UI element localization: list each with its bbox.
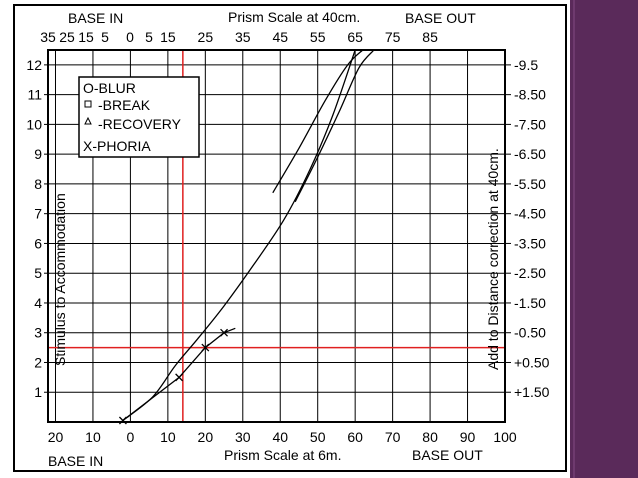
top-tick-label: 65 [347,29,363,45]
bottom-tick-label: 50 [310,429,326,445]
right-tick-label: -5.50 [514,176,546,192]
right-tick-label: -7.50 [514,116,546,132]
left-tick-label: 6 [34,235,42,251]
left-tick-label: 8 [34,176,42,192]
bottom-tick-label: 10 [160,429,176,445]
series-curve-1 [272,49,364,194]
right-tick-label: -3.50 [514,235,546,251]
left-tick-label: 11 [27,87,42,103]
top-tick-label: 75 [385,29,401,45]
left-tick-label: 5 [34,265,42,281]
series-layer [118,49,375,425]
bottom-tick-label: 100 [493,429,517,445]
left-tick-label: 2 [34,354,42,370]
left-tick-label: 3 [34,325,42,341]
right-tick-label: +0.50 [514,354,550,370]
phoria-marker-stroke [201,343,210,352]
phoria-marker [220,328,229,337]
legend: O-BLUR -BREAK -RECOVERY X-PHORIA [78,76,200,158]
bottom-tick-label: 30 [235,429,251,445]
top-tick-label: 55 [310,29,326,45]
top-tick-label: 0 [126,29,134,45]
top-base-out-label: BASE OUT [405,10,476,26]
legend-item-recovery: -RECOVERY [98,116,182,132]
slide-side-bar [570,0,638,478]
legend-triangle-icon [84,116,92,125]
top-base-in-label: BASE IN [68,10,123,26]
top-axis-title: Prism Scale at 40cm. [228,9,360,25]
top-tick-label: 25 [59,29,75,45]
right-tick-label: -8.50 [514,87,546,103]
bottom-axis-title: Prism Scale at 6m. [224,447,341,463]
right-axis-title: Add to Distance correction at 40cm. [485,148,501,370]
bottom-base-in-label: BASE IN [48,453,103,469]
top-tick-label: 15 [78,29,94,45]
top-tick-label: 35 [40,29,56,45]
bottom-tick-label: 80 [422,429,438,445]
bottom-tick-label: 40 [272,429,288,445]
grid-lines [44,50,511,422]
bottom-tick-label: 70 [385,429,401,445]
legend-item-phoria: X-PHORIA [83,138,151,154]
top-tick-label: 15 [160,29,176,45]
phoria-marker [118,416,127,425]
legend-square-icon [84,100,92,108]
bottom-tick-label: 60 [347,429,363,445]
top-tick-label: 85 [422,29,438,45]
right-tick-label: -9.5 [514,57,538,73]
top-tick-label: 45 [272,29,288,45]
top-tick-label: 25 [198,29,214,45]
phoria-marker-stroke [118,416,127,425]
left-tick-label: 1 [34,384,42,400]
left-axis-title: Stimulus to Accommodation [52,193,68,366]
phoria-marker [175,373,184,382]
right-tick-label: -4.50 [514,206,546,222]
legend-item-blur: O-BLUR [83,80,136,96]
phoria-marker-stroke [220,328,229,337]
legend-box [78,76,200,158]
right-tick-label: -1.50 [514,295,546,311]
left-tick-label: 9 [34,146,42,162]
right-tick-label: -6.50 [514,146,546,162]
right-tick-label: -2.50 [514,265,546,281]
right-tick-label: +1.50 [514,384,550,400]
tick-labels: 20 10 0 10 20 30 40 50 60 70 80 90 10012345678910111… [26,29,549,445]
plot-frame [47,49,506,423]
legend-item-break: -BREAK [98,97,151,113]
bottom-tick-label: 10 [85,429,101,445]
bottom-tick-label: 20 [48,429,64,445]
left-tick-label: 12 [26,57,42,73]
phoria-marker-stroke [175,373,184,382]
left-tick-label: 10 [26,116,42,132]
bottom-tick-label: 20 [198,429,214,445]
series-curve-0 [122,49,356,422]
top-tick-label: 5 [145,29,153,45]
bottom-base-out-label: BASE OUT [412,447,483,463]
bottom-tick-label: 90 [460,429,476,445]
series-curve-2 [294,49,375,203]
chart-outer-frame [13,4,567,472]
right-tick-label: -0.50 [514,325,546,341]
top-tick-label: 5 [101,29,109,45]
left-tick-label: 4 [34,295,42,311]
top-tick-label: 35 [235,29,251,45]
phoria-marker [201,343,210,352]
left-tick-label: 7 [34,206,42,222]
bottom-tick-label: 0 [127,429,135,445]
